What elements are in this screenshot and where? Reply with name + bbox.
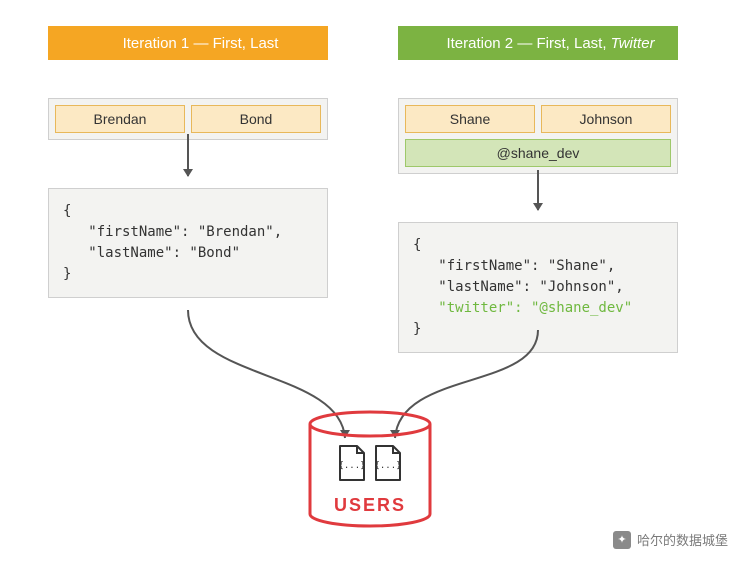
json-line: "firstName": "Brendan", bbox=[63, 222, 313, 243]
json-line: } bbox=[413, 319, 663, 340]
watermark-text: 哈尔的数据城堡 bbox=[637, 530, 728, 549]
field-brendan: Brendan bbox=[55, 105, 185, 133]
field-shane: Shane bbox=[405, 105, 535, 133]
iteration-2-json: { "firstName": "Shane", "lastName": "Joh… bbox=[398, 222, 678, 353]
watermark: ✦ 哈尔的数据城堡 bbox=[613, 530, 728, 549]
iteration-1-json: { "firstName": "Brendan", "lastName": "B… bbox=[48, 188, 328, 298]
field-bond: Bond bbox=[191, 105, 321, 133]
iteration-2-fields: ShaneJohnson @shane_dev bbox=[398, 98, 678, 174]
svg-text:{...}: {...} bbox=[374, 461, 401, 471]
iteration-1-header: Iteration 1 — First, Last bbox=[48, 26, 328, 60]
json-line: "twitter": "@shane_dev" bbox=[413, 298, 663, 319]
arrow-fields-to-json-2 bbox=[537, 170, 539, 210]
field-johnson: Johnson bbox=[541, 105, 671, 133]
document-icon: {...} bbox=[337, 444, 367, 482]
iteration-2-header: Iteration 2 — First, Last, Twitter bbox=[398, 26, 678, 60]
json-line: "firstName": "Shane", bbox=[413, 256, 663, 277]
json-line: { bbox=[63, 201, 313, 222]
database-label: USERS bbox=[305, 495, 435, 516]
users-database: {...} {...} USERS bbox=[305, 410, 435, 530]
iteration-1-title: Iteration 1 — First, Last bbox=[98, 18, 279, 69]
json-line: "lastName": "Johnson", bbox=[413, 277, 663, 298]
field-shanedev: @shane_dev bbox=[405, 139, 671, 167]
wechat-icon: ✦ bbox=[613, 531, 631, 549]
json-line: "lastName": "Bond" bbox=[63, 243, 313, 264]
document-icon: {...} bbox=[373, 444, 403, 482]
json-line: { bbox=[413, 235, 663, 256]
arrow-fields-to-json-1 bbox=[187, 134, 189, 176]
svg-text:{...}: {...} bbox=[338, 461, 365, 471]
iteration-2-title: Iteration 2 — First, Last, Twitter bbox=[421, 18, 654, 69]
json-line: } bbox=[63, 264, 313, 285]
